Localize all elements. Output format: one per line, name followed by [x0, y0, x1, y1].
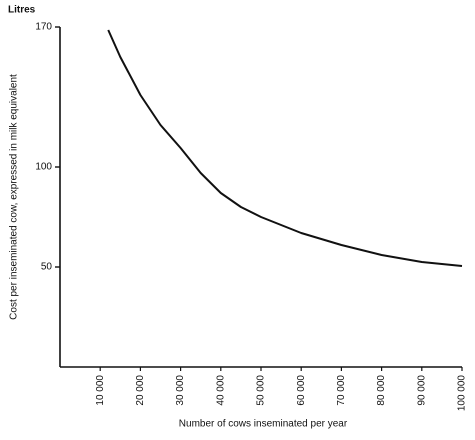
x-tick-label: 70 000 [336, 375, 347, 406]
y-tick-label: 100 [35, 162, 52, 173]
curve [107, 29, 463, 267]
y-axis-label: Cost per inseminated cow, expressed in m… [9, 74, 20, 320]
x-tick-label: 50 000 [256, 375, 267, 406]
x-tick-label: 100 000 [457, 375, 468, 412]
x-tick-label: 30 000 [175, 375, 186, 406]
x-tick-label: 80 000 [376, 375, 387, 406]
x-tick-label: 40 000 [215, 375, 226, 406]
x-tick-label: 10 000 [95, 375, 106, 406]
x-tick-label: 60 000 [296, 375, 307, 406]
x-tick-label: 20 000 [135, 375, 146, 406]
x-tick-label: 90 000 [416, 375, 427, 406]
chart-title: Litres [8, 5, 36, 16]
x-axis-label: Number of cows inseminated per year [179, 419, 348, 430]
y-tick-label: 50 [41, 262, 53, 273]
y-tick-label: 170 [35, 22, 52, 33]
